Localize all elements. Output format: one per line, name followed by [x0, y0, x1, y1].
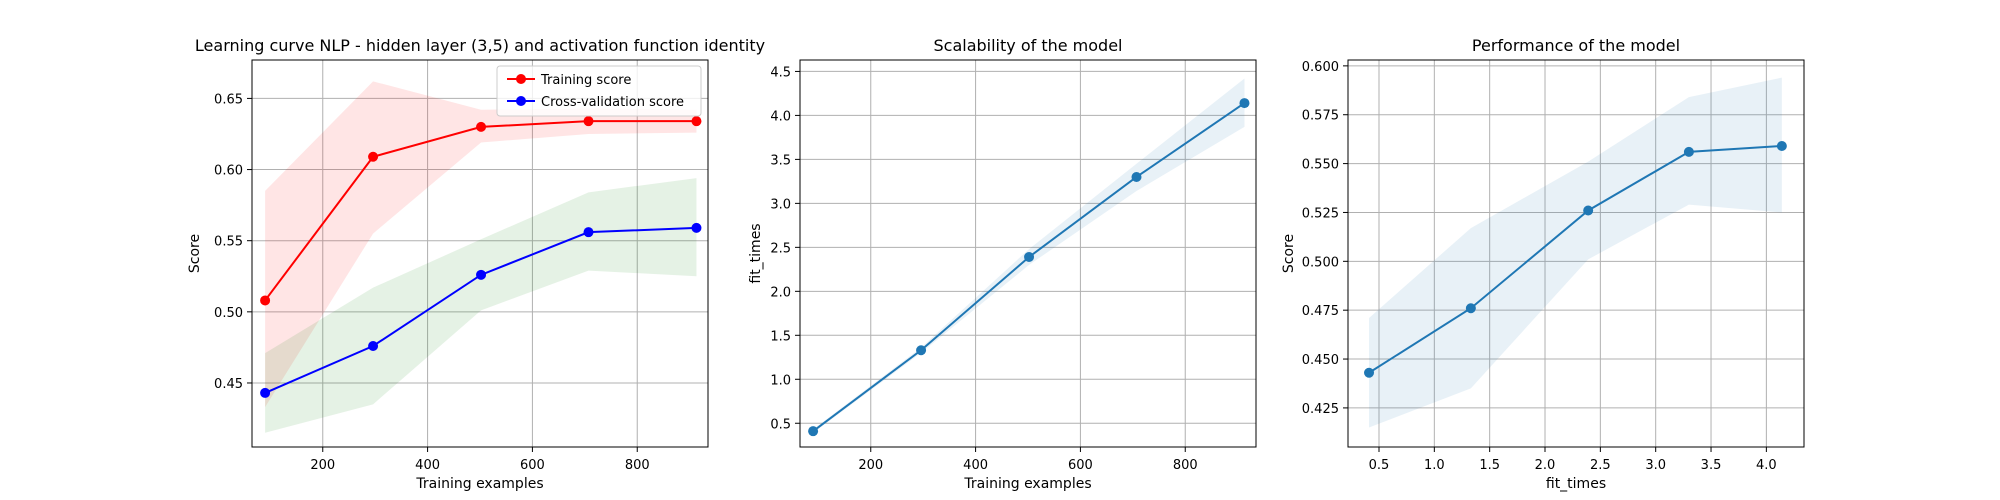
- x-tick-label: 2.5: [1590, 458, 1611, 473]
- data-point: [1024, 252, 1035, 263]
- y-tick-label: 0.45: [214, 377, 243, 392]
- x-tick-label: 1.5: [1479, 458, 1500, 473]
- y-tick-label: 0.50: [214, 306, 243, 321]
- y-tick-label: 2.5: [770, 241, 791, 256]
- data-point: [1239, 98, 1250, 109]
- y-tick-label: 3.5: [770, 153, 791, 168]
- data-point: [691, 116, 702, 127]
- y-tick-label: 0.55: [214, 235, 243, 250]
- y-tick-label: 0.575: [1302, 109, 1339, 124]
- chart-panel-2: 200 400 600 800 0.5 1.0 1.5 2.0 2.5 3.0 3.5 4.0 4.5 S…: [748, 36, 1257, 492]
- data-point: [260, 295, 271, 306]
- x-axis-label: Training examples: [415, 476, 543, 492]
- plot-frame: [799, 59, 1257, 448]
- x-tick-label: 600: [1068, 458, 1093, 473]
- y-tick-label: 0.475: [1302, 304, 1339, 319]
- data-point: [368, 151, 379, 162]
- y-axis-label: fit_times: [748, 223, 764, 283]
- data-point: [476, 269, 487, 280]
- data-point: [691, 222, 702, 233]
- x-tick-label: 200: [858, 458, 883, 473]
- data-point: [1364, 367, 1375, 378]
- data-point: [808, 426, 819, 437]
- confidence-band-1: [265, 81, 697, 408]
- y-tick-label: 0.450: [1302, 353, 1339, 368]
- confidence-band-2: [265, 178, 697, 433]
- y-tick-label: 3.0: [770, 197, 791, 212]
- y-tick-label: 0.60: [214, 164, 243, 179]
- data-point: [583, 227, 594, 238]
- y-tick-label: 4.0: [770, 109, 791, 124]
- y-tick-label: 0.500: [1302, 255, 1339, 270]
- y-tick-label: 0.425: [1302, 402, 1339, 417]
- x-tick-label: 4.0: [1756, 458, 1777, 473]
- x-tick-label: 400: [963, 458, 988, 473]
- legend-box: [496, 65, 702, 117]
- data-point: [1776, 141, 1787, 151]
- data-point: [1683, 146, 1694, 157]
- chart-panel-1: 200 400 600 800 0.45 0.50 0.55 0.60 0.65 Learning…: [187, 36, 765, 492]
- chart-title: Performance of the model: [1472, 36, 1680, 55]
- x-tick-label: 600: [520, 458, 545, 473]
- y-tick-label: 0.5: [770, 417, 791, 432]
- y-tick-label: 1.5: [770, 329, 791, 344]
- plot-frame: [1347, 59, 1805, 448]
- plot-frame: [251, 59, 709, 448]
- chart-panel-3: 0.5 1.0 1.5 2.0 2.5 3.0 3.5 4.0 0.425 0.450 0.475 0…: [1281, 36, 1805, 492]
- y-tick-label: 0.65: [214, 92, 243, 107]
- data-point: [1583, 205, 1594, 216]
- y-tick-label: 1.0: [770, 373, 791, 388]
- chart-title: Learning curve NLP - hidden layer (3,5) …: [195, 36, 765, 55]
- y-tick-label: 4.5: [770, 65, 791, 80]
- x-tick-label: 400: [415, 458, 440, 473]
- y-tick-label: 2.0: [770, 285, 791, 300]
- x-tick-label: 800: [625, 458, 650, 473]
- data-point: [1131, 171, 1142, 182]
- x-tick-label: 3.0: [1645, 458, 1666, 473]
- data-point: [368, 340, 379, 351]
- legend-marker: [516, 74, 526, 84]
- x-tick-label: 0.5: [1369, 458, 1390, 473]
- confidence-band-1: [1369, 77, 1782, 428]
- data-point: [583, 116, 594, 127]
- x-tick-label: 800: [1173, 458, 1198, 473]
- y-tick-label: 0.550: [1302, 158, 1339, 173]
- data-point: [260, 387, 271, 398]
- x-tick-label: 2.0: [1535, 458, 1556, 473]
- y-axis-label: Score: [1281, 234, 1297, 273]
- x-tick-label: 200: [310, 458, 335, 473]
- data-point: [916, 345, 927, 356]
- data-point: [476, 121, 487, 132]
- y-tick-label: 0.525: [1302, 206, 1339, 221]
- y-axis-label: Score: [187, 234, 203, 273]
- data-point: [1465, 303, 1476, 314]
- x-axis-label: fit_times: [1546, 476, 1606, 492]
- x-tick-label: 3.5: [1701, 458, 1722, 473]
- x-axis-label: Training examples: [963, 476, 1091, 492]
- chart-title: Scalability of the model: [934, 36, 1123, 55]
- x-tick-label: 1.0: [1424, 458, 1445, 473]
- legend-marker: [516, 96, 526, 106]
- legend-label: Training score: [540, 73, 631, 88]
- legend: Training score Cross-validation score: [496, 65, 702, 117]
- legend-label: Cross-validation score: [541, 95, 684, 110]
- y-tick-label: 0.600: [1302, 60, 1339, 75]
